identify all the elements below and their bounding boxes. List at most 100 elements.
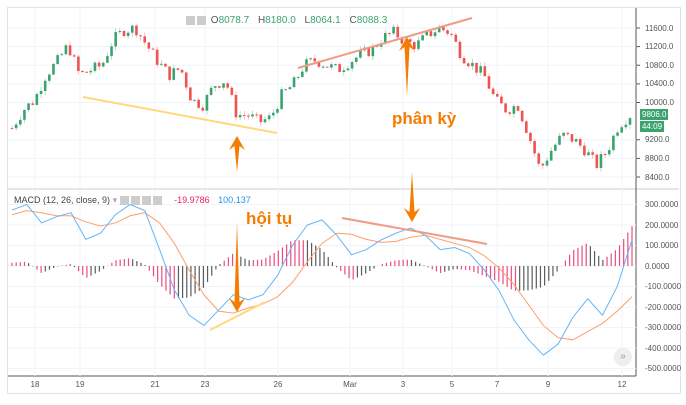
candle-body [612, 135, 615, 151]
candle-body [454, 34, 458, 42]
candle-body [591, 152, 594, 155]
candle-body [27, 103, 30, 110]
candle-body [85, 71, 88, 73]
candle-body [160, 63, 163, 65]
price-resistance-trendline [297, 17, 473, 69]
candle-body [126, 32, 130, 36]
macd-tick-label: -200.0000 [645, 302, 682, 312]
candle-body [607, 150, 611, 155]
macd-tick-label: 300.0000 [645, 200, 679, 209]
candle-body [72, 55, 76, 57]
candle-body [193, 99, 196, 101]
candle-body [234, 94, 238, 118]
candle-body [255, 114, 259, 116]
candle-body [184, 72, 188, 88]
high-label: H [257, 15, 266, 26]
candle-body [392, 26, 395, 34]
candle-body [110, 46, 113, 57]
time-tick-label: 19 [75, 380, 85, 389]
candle-body [205, 94, 209, 111]
candle-body [574, 139, 578, 142]
candle-body [491, 88, 495, 95]
candle-body [383, 33, 387, 44]
macd-value: -19.9786 [174, 195, 210, 205]
candle-body [529, 132, 532, 142]
candle-body [566, 132, 570, 135]
candle-body [97, 62, 101, 67]
candle-body [512, 106, 516, 114]
add-icon[interactable] [141, 196, 151, 206]
open-value: 8078.7 [218, 15, 250, 26]
candle-body [272, 112, 275, 116]
macd-legend: MACD (12, 26, close, 9) ▾ -19.9786 100.1… [14, 195, 251, 206]
candle-body [48, 74, 51, 81]
candle-body [483, 66, 487, 77]
last-price-badge: 9806.0 [640, 109, 669, 120]
candle-body [135, 25, 138, 36]
candle-body [549, 150, 553, 161]
settings-icon[interactable] [197, 15, 206, 25]
candle-body [251, 114, 254, 117]
candle-body [525, 121, 528, 133]
candle-body [334, 64, 337, 66]
candle-body [516, 106, 520, 111]
candle-body [421, 35, 424, 41]
candle-body [130, 25, 134, 33]
candle-body [14, 124, 18, 129]
candle-body [18, 119, 22, 125]
countdown-badge: 44:09 [640, 121, 665, 132]
candle-body [342, 70, 346, 72]
candle-body [114, 32, 117, 47]
candle-body [189, 87, 192, 101]
candle-body [263, 119, 267, 123]
candle-body [176, 68, 180, 70]
settings-icon[interactable] [130, 196, 140, 206]
macd-tick-label: -400.0000 [645, 343, 682, 353]
close-value: 8088.3 [356, 15, 388, 26]
visibility-icon[interactable] [186, 15, 195, 25]
candle-body [587, 152, 590, 156]
candle-body [425, 31, 429, 36]
time-tick-label: 12 [617, 380, 627, 389]
price-tick-label: 10000.0 [645, 98, 674, 107]
visibility-icon[interactable] [119, 196, 129, 206]
macd-convergence-trendline [209, 301, 266, 331]
macd-tick-label: -300.0000 [645, 323, 682, 332]
price-tick-label: 11200.0 [645, 42, 674, 52]
candle-body [31, 103, 35, 105]
scroll-to-realtime-button[interactable]: » [614, 348, 632, 366]
time-tick-label: 5 [449, 380, 455, 389]
candle-body [209, 87, 213, 95]
candle-body [313, 58, 317, 62]
convergence-label: hội tụ [246, 209, 293, 228]
candle-body [408, 39, 412, 43]
candle-body [533, 141, 536, 154]
candle-body [276, 109, 279, 113]
macd-title[interactable]: MACD (12, 26, close, 9) [14, 195, 111, 205]
candle-body [578, 139, 582, 146]
macd-tick-label: -500.0000 [645, 364, 682, 373]
candle-body [296, 76, 300, 78]
candle-body [500, 96, 503, 104]
candle-body [471, 62, 474, 67]
candle-body [118, 30, 122, 33]
candle-body [388, 33, 391, 35]
time-tick-label: 23 [200, 380, 210, 389]
candle-body [628, 118, 632, 125]
candle-body [213, 86, 217, 88]
close-icon[interactable] [152, 196, 162, 206]
candle-body [280, 89, 283, 110]
candle-body [603, 154, 607, 156]
candle-body [197, 99, 200, 108]
signal-value: 100.137 [218, 195, 251, 205]
candle-body [325, 66, 329, 68]
candle-body [259, 114, 263, 123]
dropdown-icon[interactable]: ▾ [112, 195, 118, 205]
candle-body [218, 86, 221, 88]
time-tick-label: 3 [400, 380, 406, 389]
candle-body [43, 80, 47, 91]
candle-body [354, 57, 358, 62]
time-tick-label: 21 [150, 380, 160, 389]
macd-tick-label: 100.0000 [645, 241, 679, 250]
